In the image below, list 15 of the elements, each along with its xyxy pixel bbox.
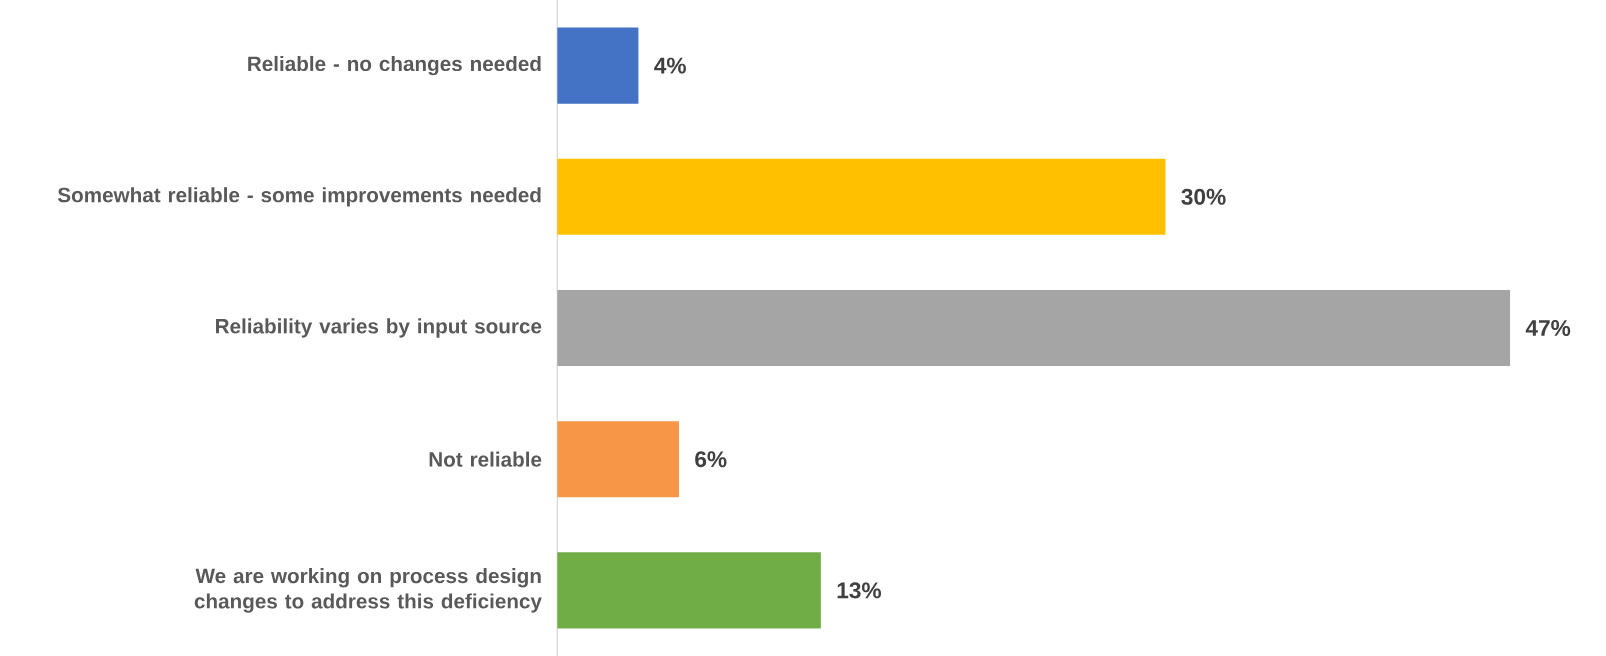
data-label: 13%: [837, 582, 881, 599]
y-tick-label: Reliability varies by input source: [216, 318, 542, 338]
data-label: 4%: [654, 57, 686, 74]
bar: [557, 552, 821, 629]
y-tick-label: Somewhat reliable - some improvements needed: [57, 187, 541, 207]
bar: [557, 289, 1511, 367]
data-label: 47%: [1525, 320, 1571, 336]
data-label: 6%: [695, 451, 727, 468]
y-tick-label: Not reliable: [429, 451, 542, 467]
bar: [557, 27, 639, 104]
bar: [557, 158, 1166, 235]
y-tick-label: Reliable - no changes needed: [248, 55, 541, 76]
y-tick-label: We are working on process design changes to address this deficiency: [194, 568, 542, 613]
bar: [557, 421, 679, 498]
data-label: 30%: [1181, 188, 1226, 205]
